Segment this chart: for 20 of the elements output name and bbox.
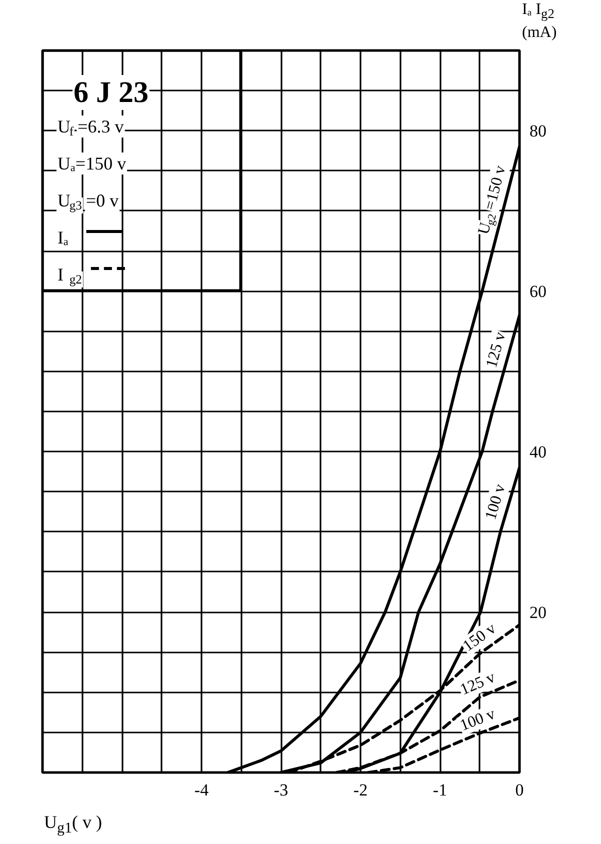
annotation: Uₐ=150 v — [58, 154, 126, 174]
y-tick-label: 60 — [530, 282, 546, 302]
x-tick-label: -3 — [274, 780, 288, 800]
y-tick-label: 20 — [530, 603, 546, 622]
text: 100 v — [482, 482, 509, 522]
annotation: Iₐ — [58, 228, 68, 248]
text: 125 v — [458, 668, 498, 699]
y-tick-label: 40 — [530, 442, 546, 462]
y-tick-label: 80 — [530, 122, 546, 141]
y-axis-title: Iₐ I$_{g2}$ (mA) — [522, 0, 557, 42]
x-tick-label: -1 — [432, 780, 448, 800]
text: Ug2=150 v — [475, 164, 510, 236]
x-tick-label: 0 — [515, 780, 524, 800]
x-axis-title: U$_{g1}$( v ) — [44, 812, 102, 839]
text: 100 v — [458, 706, 498, 734]
x-tick-label: -2 — [353, 780, 368, 800]
text: 150 v — [460, 620, 500, 656]
text: 125 v — [483, 330, 510, 370]
text: 6 J 23 — [74, 76, 148, 109]
x-tick-label: -4 — [194, 780, 210, 800]
